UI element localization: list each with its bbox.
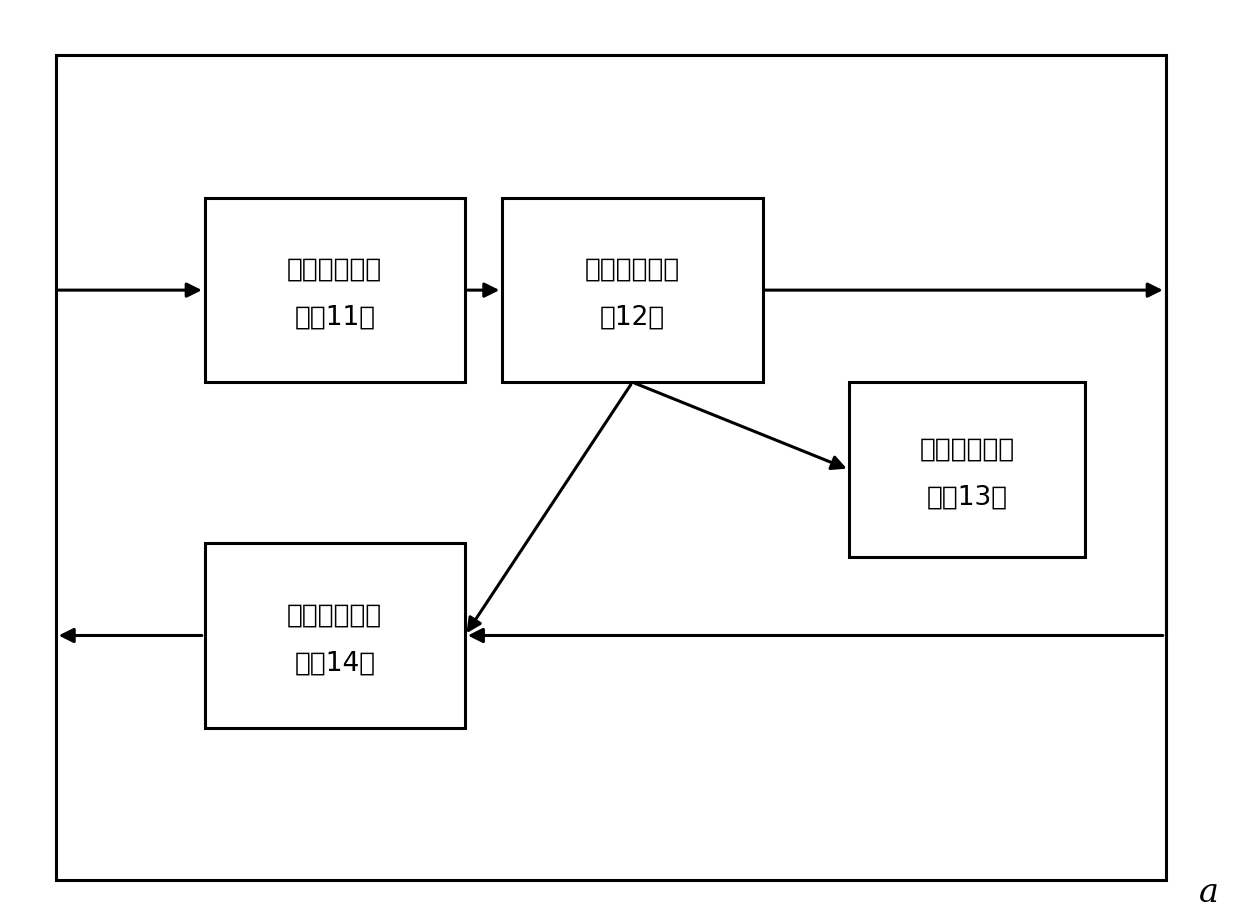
Text: 帧识别子模块: 帧识别子模块 <box>585 257 680 283</box>
Text: （12）: （12） <box>600 305 665 331</box>
Text: 块（11）: 块（11） <box>294 305 376 331</box>
Bar <box>502 198 763 382</box>
Text: 输入处理子模: 输入处理子模 <box>288 257 382 283</box>
Text: a: a <box>1199 878 1219 909</box>
Text: 块（14）: 块（14） <box>294 650 376 676</box>
Bar <box>205 543 465 728</box>
Text: 输出处理子模: 输出处理子模 <box>288 602 382 628</box>
Bar <box>205 198 465 382</box>
Bar <box>849 382 1085 557</box>
Text: 块（13）: 块（13） <box>926 484 1008 510</box>
Bar <box>56 55 1166 880</box>
Text: 流量控制子模: 流量控制子模 <box>920 437 1014 462</box>
